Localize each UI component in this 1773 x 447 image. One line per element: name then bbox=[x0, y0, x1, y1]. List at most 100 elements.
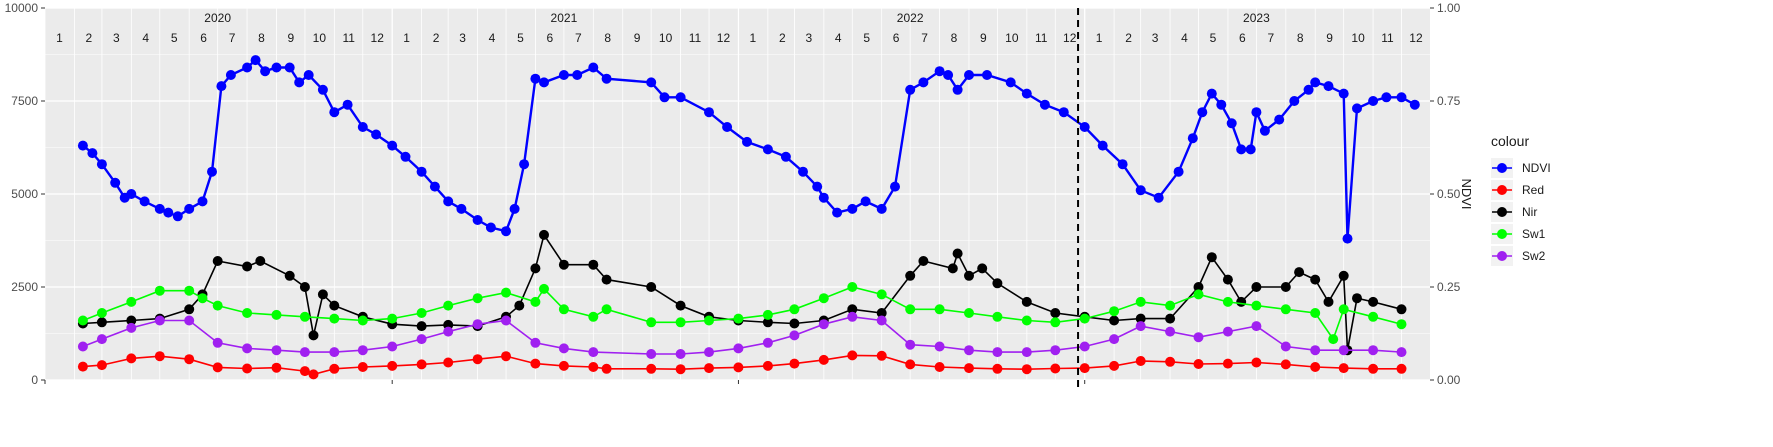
data-point-red bbox=[271, 362, 282, 373]
month-label: 5 bbox=[1210, 31, 1217, 45]
data-point-sw1 bbox=[472, 293, 483, 304]
legend-item-ndvi: NDVI bbox=[1491, 158, 1551, 178]
month-label: 3 bbox=[113, 31, 120, 45]
data-point-red bbox=[443, 357, 454, 368]
data-point-ndvi bbox=[207, 166, 217, 177]
data-point-sw1 bbox=[242, 308, 253, 318]
data-point-nir bbox=[876, 308, 887, 318]
data-point-ndvi bbox=[659, 92, 670, 103]
data-point-sw2 bbox=[1338, 345, 1349, 356]
data-point-nir bbox=[1021, 296, 1032, 307]
data-point-ndvi bbox=[1206, 88, 1217, 99]
data-point-sw1 bbox=[934, 304, 945, 315]
data-point-sw1 bbox=[126, 296, 137, 307]
data-point-red bbox=[1396, 363, 1407, 374]
data-point-ndvi bbox=[456, 203, 467, 214]
data-point-red bbox=[1135, 356, 1146, 366]
data-point-sw1 bbox=[992, 311, 1003, 322]
data-point-nir bbox=[96, 317, 107, 328]
data-point-sw1 bbox=[1165, 300, 1176, 311]
data-point-ndvi bbox=[1303, 84, 1314, 95]
data-point-ndvi bbox=[1310, 77, 1321, 88]
data-point-sw1 bbox=[1109, 306, 1120, 317]
data-point-nir bbox=[675, 300, 686, 311]
data-point-nir bbox=[530, 263, 541, 274]
data-point-sw2 bbox=[1079, 341, 1090, 352]
data-point-red bbox=[905, 359, 916, 370]
data-point-sw1 bbox=[1222, 296, 1233, 307]
data-point-ndvi bbox=[416, 166, 427, 177]
data-point-ndvi bbox=[1381, 92, 1392, 103]
data-point-sw1 bbox=[818, 293, 829, 304]
legend-label-sw1: Sw1 bbox=[1522, 227, 1546, 241]
data-point-red bbox=[154, 351, 165, 362]
y-right-tick-label: 0.50 bbox=[1437, 187, 1461, 201]
legend: colour NDVI Red Nir Sw1 Sw2 bbox=[1491, 133, 1551, 266]
month-label: 11 bbox=[1035, 31, 1048, 45]
y-right-tick-label: 0.25 bbox=[1437, 280, 1461, 294]
data-point-ndvi bbox=[1187, 133, 1198, 144]
data-point-nir bbox=[1368, 296, 1379, 307]
data-point-nir bbox=[1251, 282, 1262, 292]
legend-title: colour bbox=[1491, 133, 1529, 149]
data-point-nir bbox=[1050, 308, 1061, 318]
series-red bbox=[77, 350, 1407, 380]
data-point-ndvi bbox=[742, 136, 752, 147]
legend-label-nir: Nir bbox=[1522, 205, 1537, 219]
data-point-sw1 bbox=[1368, 311, 1379, 322]
month-label: 10 bbox=[313, 31, 327, 45]
data-point-ndvi bbox=[271, 62, 282, 73]
data-point-sw2 bbox=[558, 343, 569, 354]
data-point-nir bbox=[558, 259, 569, 270]
data-point-nir bbox=[952, 248, 963, 259]
month-label: 10 bbox=[659, 31, 673, 45]
data-point-ndvi bbox=[1197, 107, 1208, 118]
data-point-sw1 bbox=[601, 304, 612, 315]
data-point-red bbox=[1079, 363, 1090, 374]
data-point-ndvi bbox=[722, 122, 733, 132]
data-point-sw2 bbox=[818, 319, 829, 330]
data-point-sw1 bbox=[1050, 317, 1061, 328]
data-point-red bbox=[818, 354, 829, 365]
data-point-ndvi bbox=[572, 70, 583, 80]
data-point-red bbox=[646, 363, 657, 374]
data-point-ndvi bbox=[1259, 125, 1270, 136]
month-label: 12 bbox=[717, 31, 731, 45]
data-point-sw1 bbox=[762, 309, 773, 320]
data-point-ndvi bbox=[242, 62, 253, 73]
data-point-sw1 bbox=[704, 315, 714, 326]
data-point-red bbox=[876, 350, 887, 361]
data-point-nir bbox=[601, 274, 612, 285]
month-label: 4 bbox=[142, 31, 149, 45]
data-point-sw2 bbox=[1050, 345, 1061, 356]
data-point-sw2 bbox=[588, 347, 599, 358]
data-point-ndvi bbox=[357, 122, 368, 132]
data-point-sw1 bbox=[501, 287, 511, 298]
y-axis-left: 0 2500 5000 7500 10000 bbox=[5, 1, 45, 387]
data-point-ndvi bbox=[371, 129, 382, 140]
data-point-nir bbox=[242, 261, 253, 272]
month-label: 12 bbox=[371, 31, 385, 45]
data-point-sw2 bbox=[789, 330, 800, 341]
data-point-nir bbox=[126, 315, 137, 326]
data-point-nir bbox=[646, 282, 657, 292]
x-axis-bottom bbox=[44, 380, 1086, 384]
data-point-nir bbox=[184, 304, 195, 315]
data-point-sw1 bbox=[197, 293, 208, 304]
month-label: 11 bbox=[343, 31, 356, 45]
data-point-nir bbox=[947, 263, 958, 274]
data-point-ndvi bbox=[558, 70, 569, 80]
data-point-sw1 bbox=[154, 285, 165, 296]
data-point-nir bbox=[1310, 274, 1321, 285]
data-point-ndvi bbox=[1342, 233, 1353, 244]
data-point-ndvi bbox=[1117, 159, 1128, 170]
data-point-ndvi bbox=[225, 70, 236, 80]
data-point-sw2 bbox=[675, 349, 686, 359]
data-point-nir bbox=[212, 256, 223, 266]
month-label: 4 bbox=[489, 31, 496, 45]
data-point-sw2 bbox=[242, 343, 253, 354]
data-point-ndvi bbox=[530, 73, 541, 84]
month-label: 11 bbox=[689, 31, 702, 45]
data-point-red bbox=[601, 363, 612, 374]
month-label: 1 bbox=[56, 31, 63, 45]
